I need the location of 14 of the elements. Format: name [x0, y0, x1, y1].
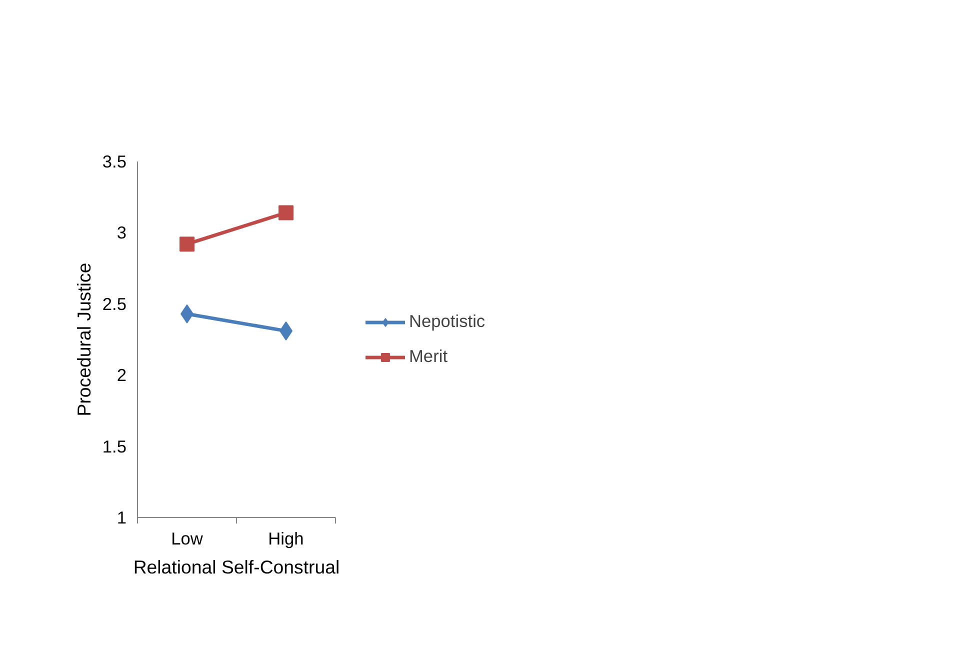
y-axis-title: Procedural Justice: [73, 262, 94, 416]
legend-label: Merit: [409, 346, 448, 367]
y-tick-label: 3: [116, 222, 127, 243]
y-tick-label: 1.5: [102, 436, 127, 456]
x-tick-label: Low: [171, 528, 204, 548]
point: [278, 205, 294, 220]
y-tick-label: 2.5: [102, 294, 127, 314]
x-tick-label: High: [268, 528, 304, 548]
legend-label: Nepotistic: [409, 311, 486, 332]
y-tick-label: 3.5: [102, 152, 127, 172]
y-tick-label: 2: [116, 365, 127, 386]
x-axis-title: Relational Self-Construal: [133, 556, 340, 578]
point: [180, 236, 194, 252]
y-tick-label: 1: [116, 508, 127, 528]
